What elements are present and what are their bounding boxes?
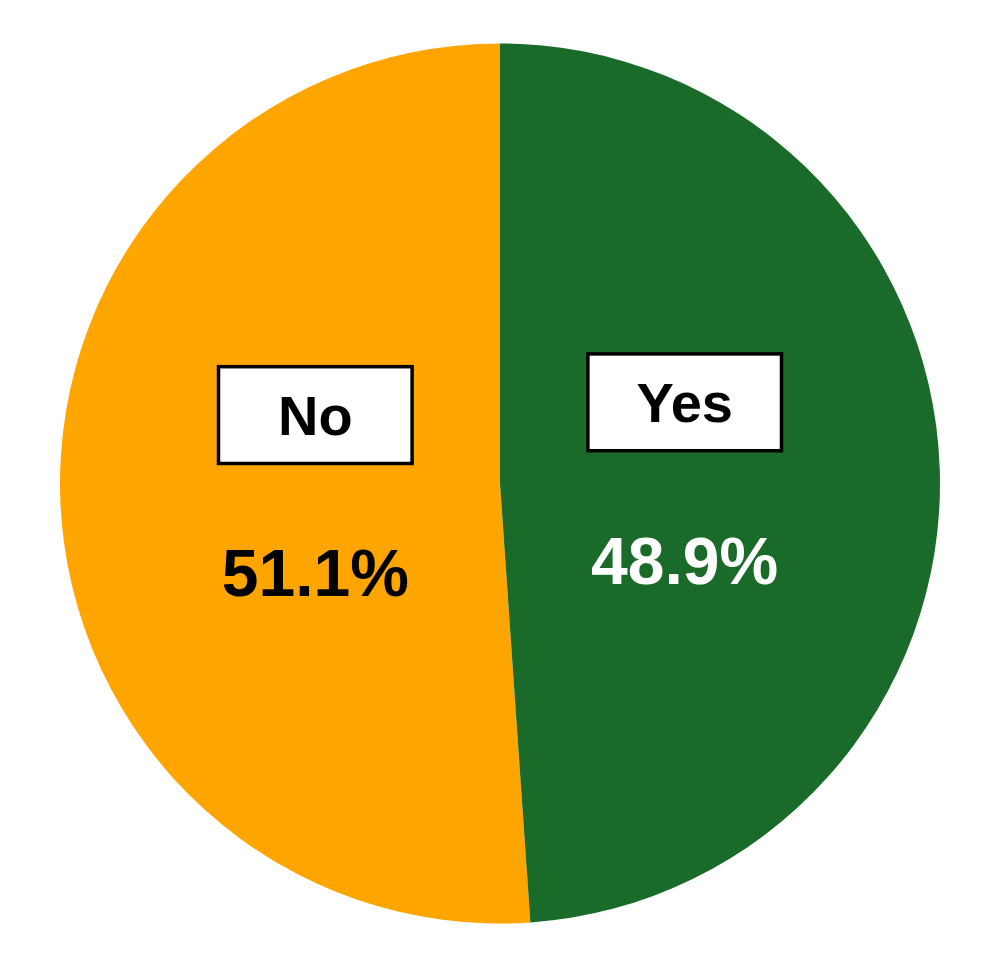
pie-slice xyxy=(60,44,530,924)
data-label: 51.1% xyxy=(222,536,409,610)
category-label: Yes xyxy=(636,371,733,434)
pie-slice xyxy=(500,44,940,923)
chart-svg: No 51.1% Yes 48.9% xyxy=(0,0,1000,967)
label-box xyxy=(588,354,782,451)
data-label: 48.9% xyxy=(591,524,778,598)
slices xyxy=(60,44,940,924)
labels: No 51.1% Yes 48.9% xyxy=(219,354,782,611)
chart-container: No 51.1% Yes 48.9% xyxy=(0,0,1000,967)
category-label: No xyxy=(278,384,353,447)
label-box xyxy=(219,367,413,464)
